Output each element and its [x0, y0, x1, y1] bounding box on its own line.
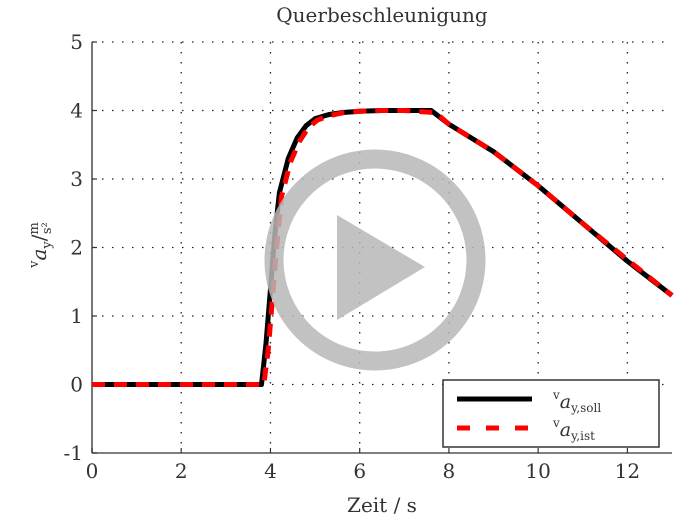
- svg-text:4: 4: [264, 459, 277, 483]
- svg-text:2: 2: [175, 459, 188, 483]
- chart-title: Querbeschleunigung: [276, 3, 488, 27]
- svg-text:0: 0: [86, 459, 99, 483]
- svg-text:0: 0: [70, 373, 83, 397]
- svg-text:1: 1: [70, 304, 83, 328]
- svg-text:12: 12: [615, 459, 640, 483]
- legend: vay,soll vay,ist: [442, 379, 660, 448]
- svg-text:10: 10: [525, 459, 550, 483]
- play-icon: [337, 215, 425, 320]
- svg-text:4: 4: [70, 99, 83, 123]
- svg-text:-1: -1: [64, 441, 83, 465]
- play-ring-icon: [264, 149, 486, 371]
- svg-text:8: 8: [443, 459, 456, 483]
- play-button-overlay[interactable]: [264, 149, 486, 371]
- legend-label-soll: vay,soll: [552, 388, 601, 415]
- legend-label-ist: vay,ist: [552, 416, 595, 443]
- x-axis-label: Zeit / s: [347, 493, 417, 517]
- svg-text:2: 2: [70, 236, 83, 260]
- y-axis-label: vay/ms²: [27, 222, 55, 269]
- svg-text:5: 5: [70, 30, 83, 54]
- svg-text:3: 3: [70, 167, 83, 191]
- svg-text:6: 6: [353, 459, 366, 483]
- svg-text:vay/ms²: vay/ms²: [27, 222, 55, 269]
